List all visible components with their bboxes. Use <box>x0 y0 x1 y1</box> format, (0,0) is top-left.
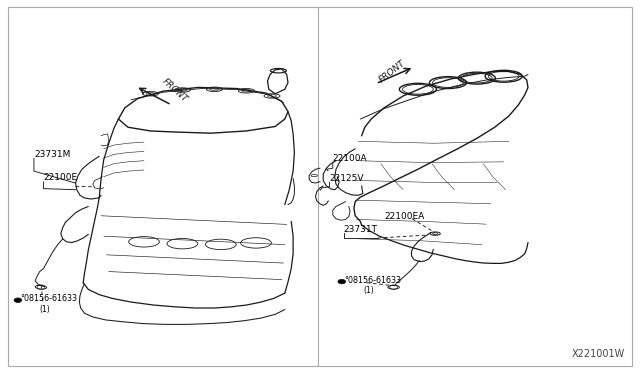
Text: °08156-61633: °08156-61633 <box>20 294 77 303</box>
Text: 23731M: 23731M <box>34 150 70 159</box>
Text: X221001W: X221001W <box>572 349 625 359</box>
Circle shape <box>14 298 22 302</box>
Text: 22100EA: 22100EA <box>384 212 424 221</box>
Text: 22125V: 22125V <box>330 174 364 183</box>
Text: 22100E: 22100E <box>44 173 77 182</box>
Text: FRONT: FRONT <box>378 58 408 84</box>
Text: 23731T: 23731T <box>344 225 378 234</box>
Circle shape <box>338 279 346 284</box>
Text: FRONT: FRONT <box>160 77 189 104</box>
Text: 22100A: 22100A <box>333 154 367 163</box>
Text: (1): (1) <box>40 305 51 314</box>
Text: °08156-61633: °08156-61633 <box>344 276 401 285</box>
Text: (1): (1) <box>363 286 374 295</box>
